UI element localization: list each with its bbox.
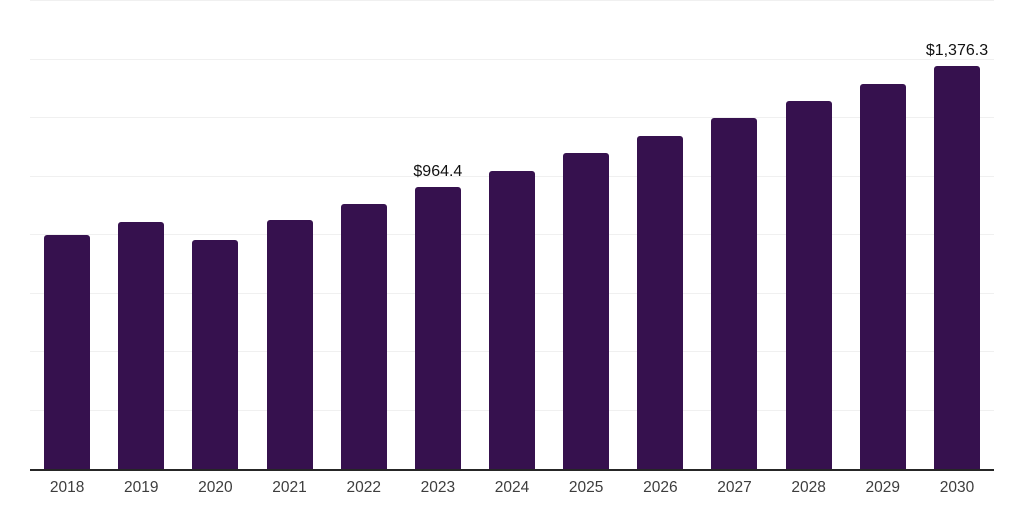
bar-slot-2029 <box>846 0 920 469</box>
x-tick-label-2023: 2023 <box>420 479 456 496</box>
bar-slot-2020 <box>178 0 252 469</box>
bar-2023 <box>414 186 461 469</box>
x-tick-label-2024: 2024 <box>494 479 530 496</box>
x-axis-tick-labels: 2018 2019 2020 2021 2022 2023 2024 2025 2026 2027… <box>30 479 994 497</box>
x-tick-label-2021: 2021 <box>272 479 307 496</box>
gridline-1400 <box>30 58 994 60</box>
x-tick-label-2025: 2025 <box>568 479 604 496</box>
bar-2030 <box>933 66 980 469</box>
bar-2020 <box>192 239 239 469</box>
x-tick-label-2028: 2028 <box>791 479 826 496</box>
bar-slot-2027 <box>697 0 771 469</box>
bar-2021 <box>266 220 313 469</box>
bars-row: $964.4 $1,376.3 <box>30 0 994 469</box>
bar-slot-2028 <box>772 0 846 469</box>
x-tick-label-2019: 2019 <box>123 479 159 496</box>
x-tick-label-2020: 2020 <box>198 479 233 496</box>
bar-slot-2026 <box>623 0 697 469</box>
x-tick-label-2030: 2030 <box>939 479 975 496</box>
plot-area: $964.4 $1,376.3 <box>30 0 994 471</box>
x-tick-label-2018: 2018 <box>49 479 85 496</box>
bar-slot-2030: $1,376.3 <box>920 0 994 469</box>
bar-2024 <box>489 170 536 469</box>
gridline-1200 <box>30 117 994 118</box>
bar-2018 <box>44 235 91 469</box>
gridline-1600 <box>30 0 994 1</box>
bar-2025 <box>563 153 610 469</box>
bar-2029 <box>859 83 906 469</box>
x-tick-label-2022: 2022 <box>346 479 381 496</box>
bar-value-label-2030: $1,376.3 <box>925 42 989 60</box>
bar-slot-2025 <box>549 0 623 469</box>
bar-2019 <box>118 222 165 469</box>
bar-2022 <box>340 204 387 469</box>
bar-value-label-2023: $964.4 <box>413 162 463 180</box>
x-tick-label-2027: 2027 <box>717 479 752 496</box>
x-tick-label-2029: 2029 <box>865 479 901 496</box>
bar-slot-2018 <box>30 0 104 469</box>
bar-2026 <box>637 135 684 469</box>
bar-slot-2021 <box>252 0 326 469</box>
bar-slot-2019 <box>104 0 178 469</box>
bar-slot-2024 <box>475 0 549 469</box>
bar-2027 <box>711 118 758 469</box>
bar-slot-2022 <box>327 0 401 469</box>
bar-slot-2023: $964.4 <box>401 0 475 469</box>
bar-2028 <box>785 101 832 469</box>
x-tick-label-2026: 2026 <box>643 479 678 496</box>
